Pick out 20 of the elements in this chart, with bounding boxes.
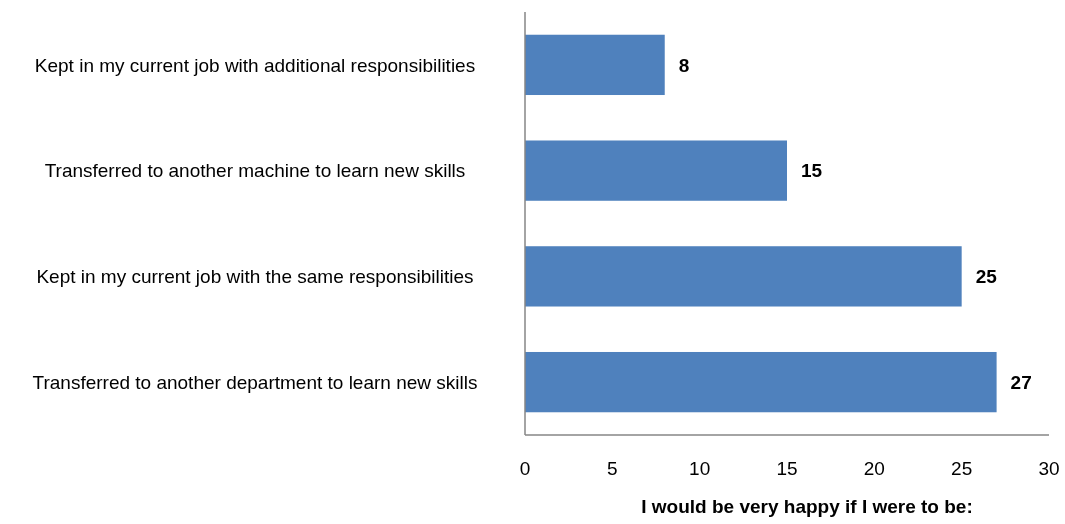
- x-tick-label: 10: [689, 458, 711, 479]
- x-tick-label: 0: [519, 458, 531, 479]
- data-label: 27: [1010, 371, 1032, 393]
- data-label: 15: [801, 160, 823, 182]
- x-axis-title: I would be very happy if I were to be:: [641, 496, 973, 517]
- bar: [525, 351, 997, 413]
- x-tick-label: 5: [607, 458, 618, 479]
- bar: [525, 140, 787, 201]
- x-tick-label: 20: [863, 458, 885, 479]
- y-tick-label: Kept in my current job with the same responsibilities: [36, 266, 474, 288]
- bar: [525, 246, 962, 307]
- y-tick-label: Transferred to another machine to learn new skills: [44, 160, 466, 182]
- x-tick-label: 25: [951, 458, 973, 479]
- data-label: 25: [975, 266, 998, 288]
- bar: [525, 34, 665, 96]
- data-label: 8: [678, 54, 690, 76]
- y-tick-label: Kept in my current job with additional responsibilities: [34, 54, 476, 76]
- y-tick-label: Transferred to another department to learn new skills: [32, 371, 478, 393]
- x-tick-label: 30: [1038, 458, 1060, 479]
- x-tick-label: 15: [776, 458, 798, 479]
